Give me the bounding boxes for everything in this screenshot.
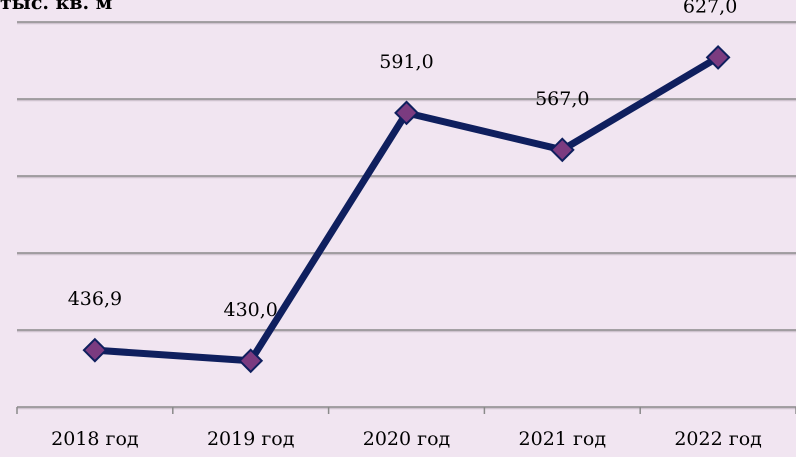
chart-title: тыс. кв. м [0,0,112,14]
marker [549,137,575,163]
x-tick-label: 2021 год [519,428,607,450]
data-label: 627,0 [683,0,737,17]
x-tick-label: 2020 год [363,428,451,450]
x-tick-label: 2019 год [207,428,295,450]
marker [82,337,108,363]
data-label: 436,9 [68,288,122,310]
marker [394,100,419,126]
marker [705,45,731,70]
x-tick-label: 2022 год [674,428,762,450]
x-tick-label: 2018 год [51,428,139,450]
data-label: 430,0 [223,299,277,321]
data-label: 567,0 [535,88,589,110]
data-label: 591,0 [379,51,433,73]
marker [238,348,264,374]
